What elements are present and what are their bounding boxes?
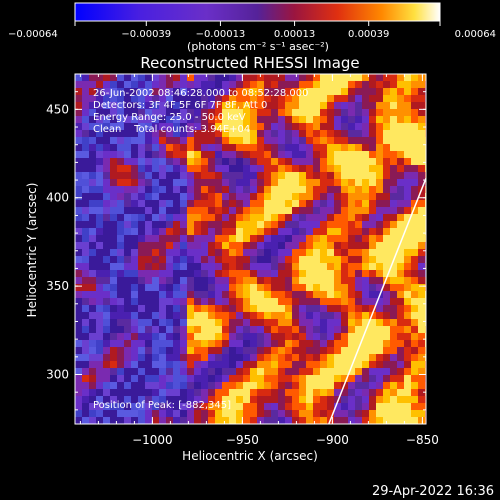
colorbar-tick-label: 0.00013 [274,29,315,40]
plot-area: −1000 −950 −900 −850 300 350 400 450 [46,73,439,447]
colorbar-gradient [74,2,441,22]
axis-ticks: −1000 −950 −900 −850 300 350 400 450 [46,73,439,447]
annotation-detectors: Detectors: 3F 4F 5F 6F 7F 8F, Att 0 [93,100,267,111]
chart-title: Reconstructed RHESSI Image [140,54,359,72]
annotation-clean: Clean Total counts: 3.94E+04 [93,124,250,135]
heatmap-cells [75,74,426,424]
peak-position-label: Position of Peak: [-882,345] [93,400,231,411]
y-tick-label: 350 [46,279,69,293]
annotation-time: 26-Jun-2002 08:46:28.000 to 08:52:28.000 [93,88,309,99]
colorbar-tick-label: 0.00064 [455,29,496,40]
y-tick-label: 300 [46,368,69,382]
footer-timestamp: 29-Apr-2022 16:36 [372,484,494,499]
x-tick-label: −850 [406,433,439,447]
x-tick-label: −950 [226,433,259,447]
colorbar-tick-label: −0.00039 [121,29,171,40]
x-tick-label: −1000 [132,433,173,447]
solar-limb-line [328,178,426,424]
colorbar: −0.00064 −0.00039 −0.00013 0.00013 0.00039 0.… [8,2,496,53]
colorbar-units-label: (photons cm⁻² s⁻¹ asec⁻²) [187,40,329,53]
x-axis-label: Heliocentric X (arcsec) [182,449,318,463]
annotation-energy: Energy Range: 25.0 - 50.0 keV [93,112,246,123]
y-axis-label: Heliocentric Y (arcsec) [25,183,39,318]
colorbar-tick-label: 0.00039 [348,29,389,40]
colorbar-tick-label: −0.00013 [196,29,246,40]
plot-frame [74,73,427,425]
x-tick-label: −900 [316,433,349,447]
y-tick-label: 450 [46,102,69,116]
y-tick-label: 400 [46,191,69,205]
colorbar-ticks: −0.00064 −0.00039 −0.00013 0.00013 0.00039 0.… [8,21,496,40]
annotation-block: 26-Jun-2002 08:46:28.000 to 08:52:28.000… [93,88,309,135]
colorbar-tick-label: −0.00064 [8,29,58,40]
